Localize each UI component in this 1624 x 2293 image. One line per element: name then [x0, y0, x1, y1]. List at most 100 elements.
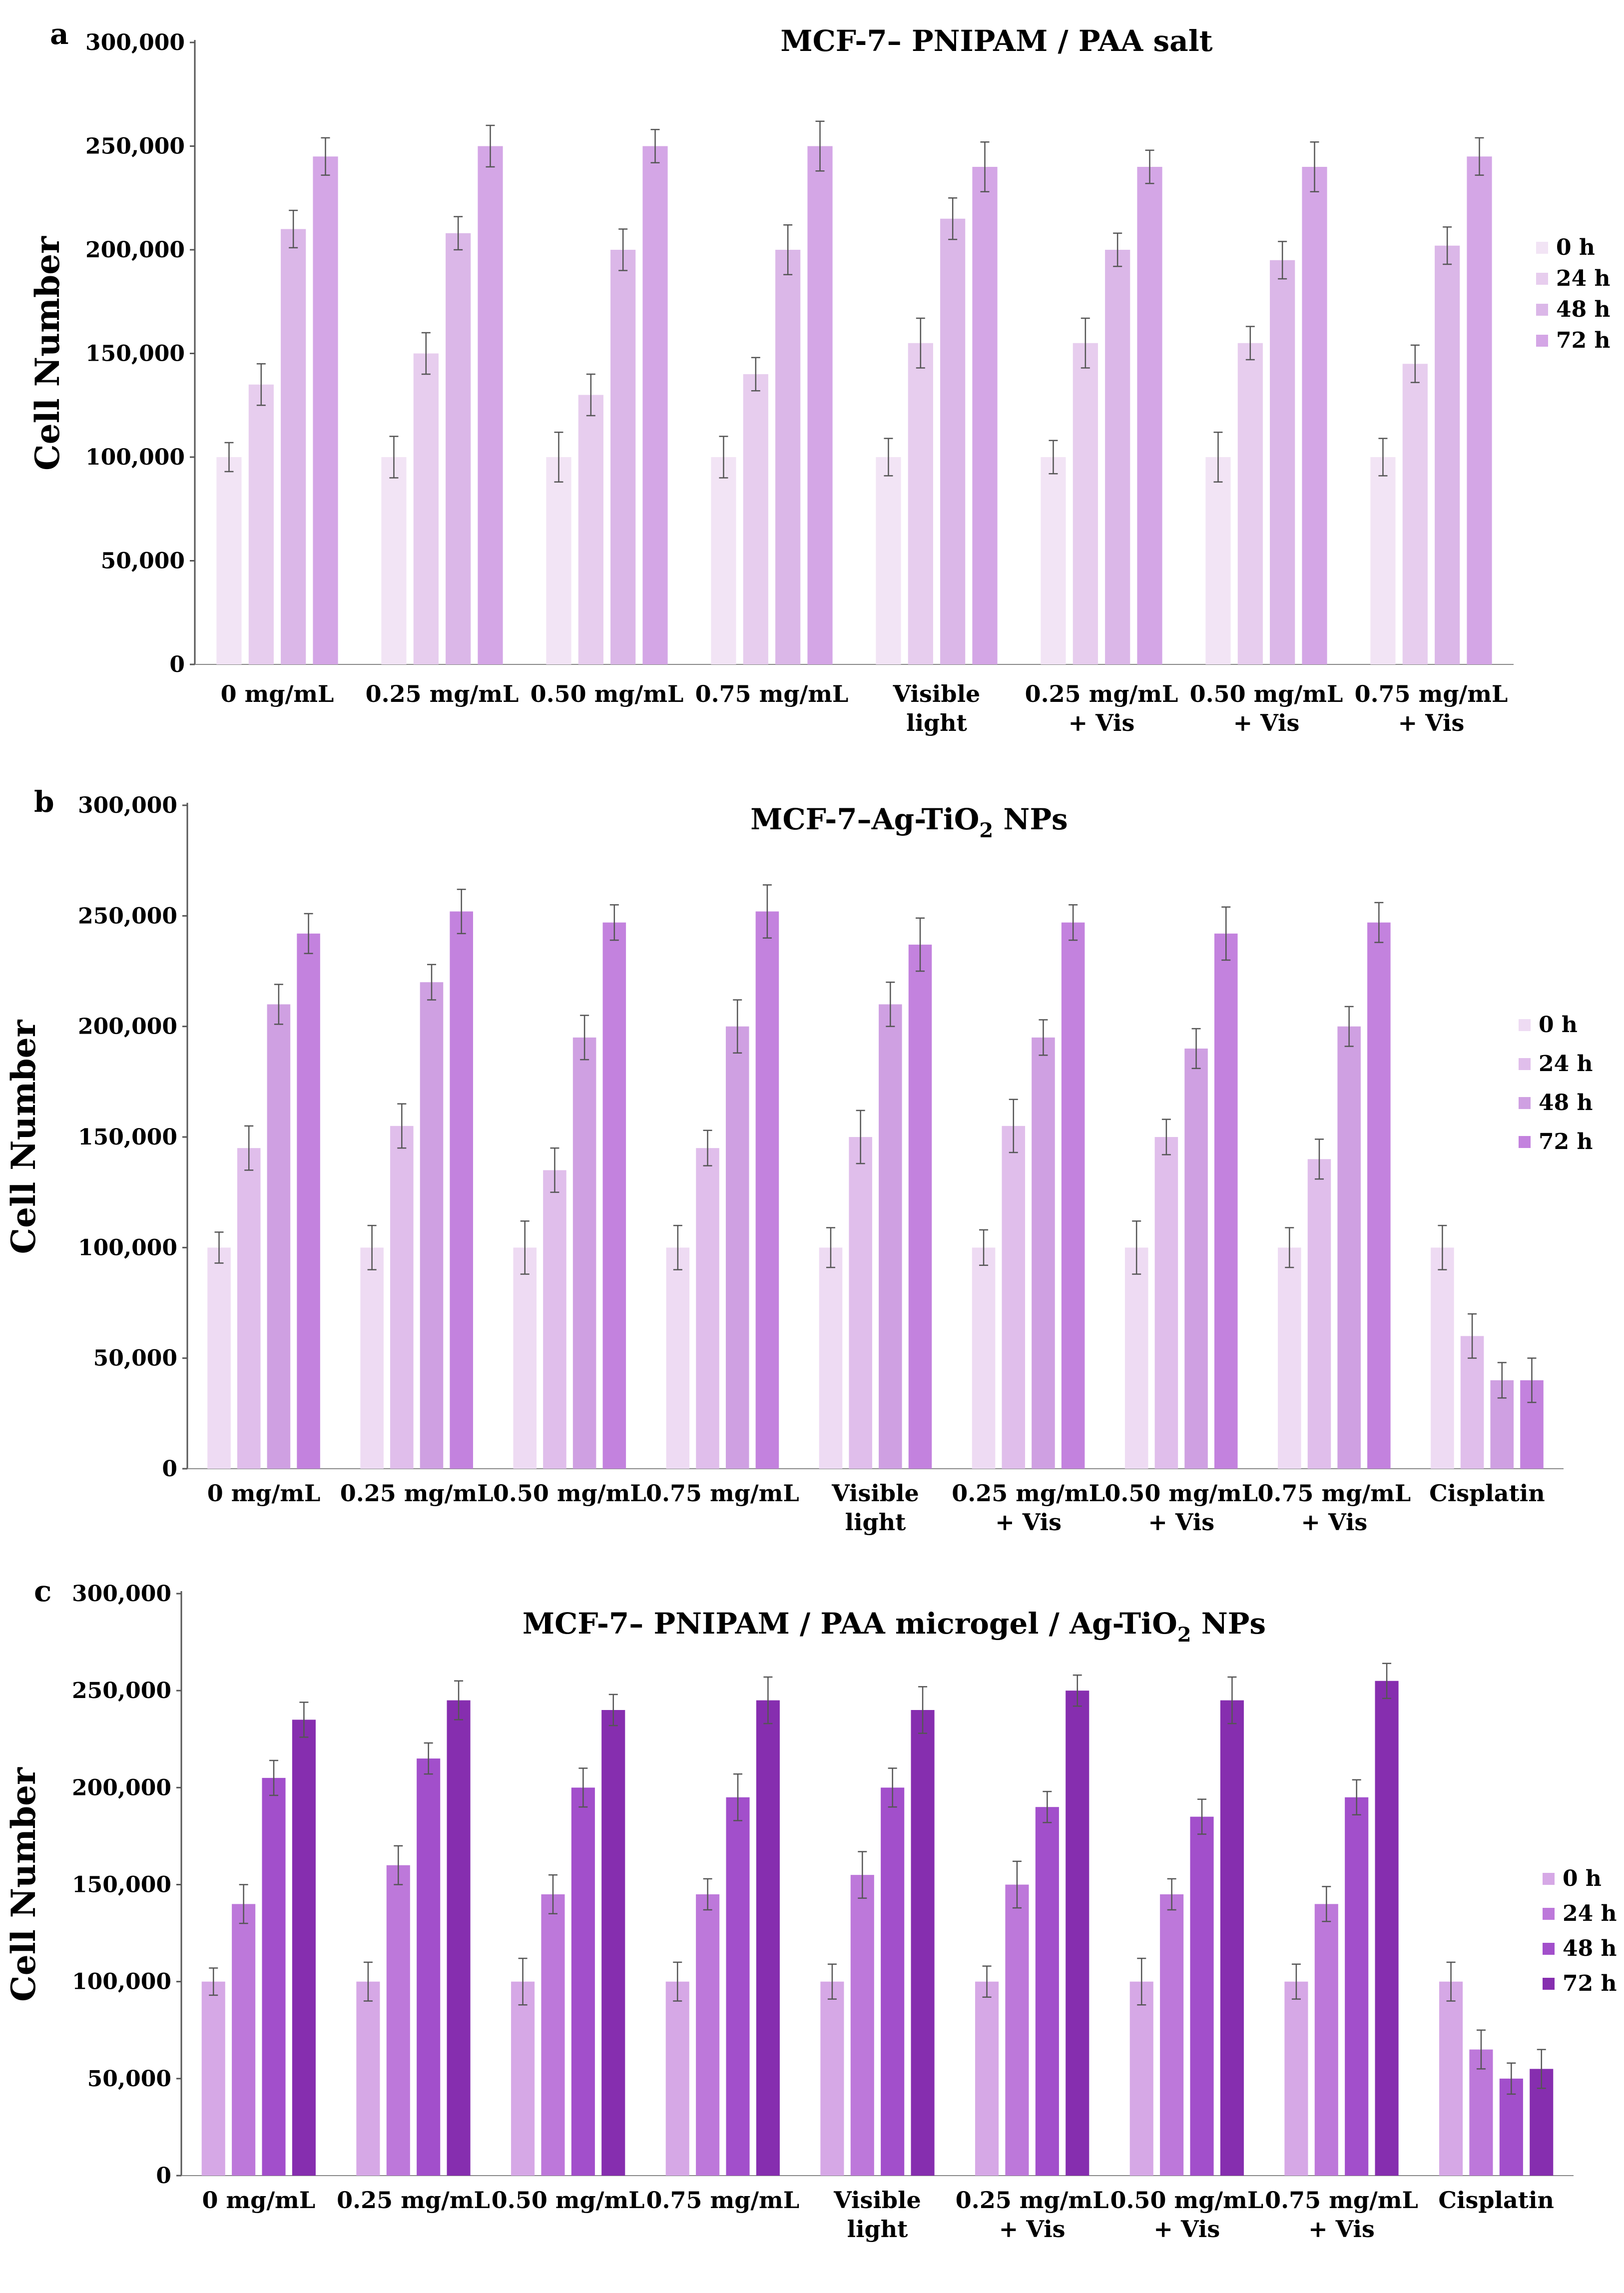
bar: [546, 457, 571, 664]
x-category-line: light: [906, 709, 968, 736]
bar: [386, 1865, 410, 2176]
x-category-line: + Vis: [1148, 1509, 1214, 1536]
x-category-line: 0 mg/mL: [202, 2187, 315, 2214]
bar: [446, 233, 471, 664]
bar: [1270, 260, 1295, 664]
bar: [201, 1981, 225, 2176]
bar: [292, 1720, 316, 2176]
x-category-line: 0.50 mg/mL: [1110, 2187, 1263, 2214]
x-category-line: 0.25 mg/mL: [337, 2187, 490, 2214]
bar: [972, 1247, 996, 1469]
bar: [1041, 457, 1066, 664]
bar: [807, 146, 833, 664]
x-category-line: 0 mg/mL: [221, 680, 334, 707]
x-category-label: Cisplatin: [1429, 1480, 1545, 1507]
bar: [571, 1787, 595, 2176]
bar: [1154, 1137, 1178, 1469]
x-category-label: 0.50 mg/mL + Vis: [1104, 1480, 1258, 1536]
bar: [543, 1170, 566, 1469]
bar: [1190, 1816, 1214, 2176]
bar: [267, 1004, 291, 1469]
panel-letter: b: [34, 785, 54, 819]
bar: [1220, 1700, 1244, 2176]
x-category-line: Visible: [831, 1480, 919, 1507]
legend-label: 24 h: [1563, 1901, 1617, 1926]
x-category-line: + Vis: [1069, 709, 1135, 736]
x-category-line: 0.25 mg/mL: [366, 680, 519, 707]
x-category-label: 0.50 mg/mL: [493, 1480, 646, 1507]
x-category-line: 0.75 mg/mL: [646, 2187, 799, 2214]
x-category-label: 0 mg/mL: [207, 1480, 321, 1507]
bar: [572, 1037, 596, 1469]
bar: [850, 1875, 874, 2176]
y-axis-title: Cell Number: [4, 1767, 43, 2002]
x-category-label: 0.75 mg/mL: [646, 1480, 799, 1507]
bar: [940, 218, 966, 664]
x-category-label: 0 mg/mL: [202, 2187, 315, 2214]
bar: [248, 384, 274, 664]
bar: [1431, 1247, 1454, 1469]
bar: [281, 229, 306, 664]
x-category-label: 0.25 mg/mL: [337, 2187, 490, 2214]
x-category-line: + Vis: [1233, 709, 1300, 736]
legend-label: 72 h: [1556, 328, 1611, 353]
bar: [578, 395, 603, 664]
legend-swatch: [1536, 304, 1548, 316]
legend-swatch: [1519, 1097, 1531, 1109]
x-category-label: 0.75 mg/mL + Vis: [1257, 1480, 1411, 1536]
bar: [908, 343, 933, 664]
x-category-label: 0.75 mg/mL: [646, 2187, 799, 2214]
bar: [447, 1700, 471, 2176]
bar: [511, 1981, 535, 2176]
x-category-label: 0.75 mg/mL: [695, 680, 849, 707]
bar: [216, 457, 242, 664]
x-category-line: 0.25 mg/mL: [1025, 680, 1178, 707]
bar: [478, 146, 503, 664]
bar: [1184, 1048, 1208, 1469]
title-part: MCF-7– PNIPAM / PAA microgel / Ag-TiO: [523, 1607, 1177, 1641]
y-tick-label: 0: [156, 2163, 171, 2189]
title-subscript: 2: [1177, 1623, 1191, 1647]
bar: [413, 353, 439, 664]
bar: [1214, 933, 1238, 1469]
x-category-label: Cisplatin: [1438, 2187, 1554, 2214]
bar: [1137, 167, 1162, 664]
bar: [1066, 1691, 1089, 2176]
legend-swatch: [1536, 273, 1548, 285]
x-category-line: + Vis: [1153, 2216, 1220, 2243]
bar: [876, 457, 901, 664]
bar: [1307, 1159, 1331, 1469]
x-category-line: + Vis: [999, 2216, 1066, 2243]
y-tick-label: 100,000: [78, 1235, 177, 1260]
panel-letter: a: [50, 17, 69, 51]
x-category-line: 0.75 mg/mL: [695, 680, 849, 707]
y-axis-title: Cell Number: [28, 236, 67, 471]
bar: [743, 374, 768, 664]
bar: [665, 1981, 689, 2176]
bar: [1073, 343, 1098, 664]
bar: [602, 922, 626, 1469]
y-tick-label: 0: [162, 1456, 177, 1482]
x-category-line: 0.75 mg/mL: [646, 1480, 799, 1507]
bar: [1337, 1026, 1361, 1469]
y-tick-label: 150,000: [78, 1125, 177, 1150]
chart-panel-b: b MCF-7–Ag-TiO2 NPs 0 50,000 100,000 150,000 2…: [4, 785, 1593, 1536]
bar: [601, 1710, 625, 2176]
y-tick-label: 200,000: [85, 237, 185, 263]
bar: [756, 1700, 780, 2176]
bar: [232, 1904, 256, 2176]
bar: [1061, 922, 1085, 1469]
y-tick-label: 250,000: [72, 1678, 171, 1704]
legend-label: 72 h: [1539, 1129, 1593, 1154]
bar: [1435, 245, 1460, 664]
bar: [313, 156, 338, 664]
bar: [1375, 1681, 1399, 2176]
x-category-line: 0.25 mg/mL: [956, 2187, 1109, 2214]
bar: [642, 146, 668, 664]
bar: [1367, 922, 1391, 1469]
legend-swatch: [1519, 1058, 1531, 1070]
bar: [237, 1148, 261, 1469]
title-part: NPs: [993, 802, 1068, 836]
legend-label: 24 h: [1539, 1051, 1593, 1077]
x-category-label: 0.25 mg/mL + Vis: [952, 1480, 1105, 1536]
